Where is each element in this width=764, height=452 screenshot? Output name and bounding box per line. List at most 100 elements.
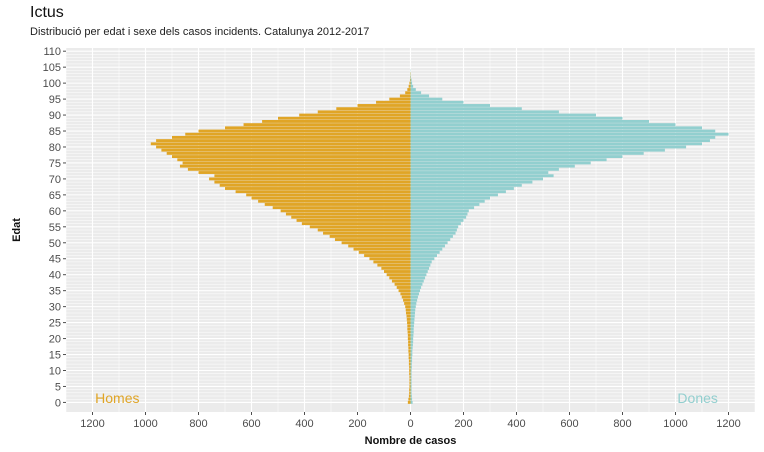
bar-dones: [410, 244, 445, 248]
y-tick-label: 85: [49, 126, 61, 138]
bar-homes: [353, 247, 411, 251]
bar-dones: [410, 385, 412, 388]
bar-dones: [410, 135, 716, 139]
bar-dones: [410, 369, 412, 372]
bar-dones: [410, 400, 413, 404]
bar-dones: [410, 209, 469, 213]
bar-dones: [410, 375, 412, 379]
bar-homes: [407, 337, 411, 340]
bar-homes: [373, 260, 411, 264]
bar-homes: [198, 129, 411, 133]
bar-dones: [410, 295, 418, 299]
y-axis-title: Edat: [11, 218, 23, 242]
bar-homes: [409, 388, 411, 392]
bar-homes: [357, 104, 411, 107]
bar-homes: [156, 145, 411, 149]
bar-dones: [410, 327, 414, 331]
bar-homes: [258, 199, 411, 203]
bar-homes: [161, 148, 411, 152]
bar-dones: [410, 308, 416, 312]
y-tick-label: 75: [49, 158, 61, 170]
bar-homes: [409, 78, 411, 82]
bar-dones: [410, 84, 414, 88]
bar-homes: [407, 330, 411, 334]
bar-homes: [408, 84, 411, 88]
x-tick-label: 800: [189, 418, 207, 430]
bar-homes: [400, 292, 411, 296]
bar-homes: [407, 88, 411, 91]
bar-dones: [410, 330, 414, 334]
bar-dones: [410, 113, 596, 117]
bar-dones: [410, 231, 456, 235]
bar-homes: [172, 135, 411, 139]
bar-dones: [410, 123, 676, 127]
bar-homes: [166, 151, 411, 155]
bar-dones: [410, 378, 412, 382]
bar-dones: [410, 397, 413, 401]
bar-homes: [198, 171, 411, 174]
y-tick-label: 90: [49, 110, 61, 122]
bar-homes: [225, 126, 411, 130]
bar-homes: [394, 282, 411, 286]
bar-homes: [296, 218, 411, 222]
x-tick-label: 1200: [80, 418, 104, 430]
bar-dones: [410, 298, 418, 302]
bars-group: [150, 68, 729, 404]
bar-homes: [301, 222, 411, 226]
y-tick-label: 20: [49, 334, 61, 346]
bar-dones: [410, 333, 414, 337]
bar-homes: [407, 400, 411, 404]
bar-homes: [408, 397, 411, 401]
bar-homes: [214, 180, 411, 184]
bar-dones: [410, 129, 716, 133]
bar-homes: [285, 212, 411, 216]
bar-dones: [410, 225, 459, 229]
bar-homes: [243, 123, 411, 127]
bar-homes: [407, 333, 411, 337]
bar-homes: [409, 372, 411, 376]
bar-homes: [408, 349, 411, 353]
annotation-homes: Homes: [95, 390, 139, 406]
bar-dones: [410, 372, 412, 376]
bar-homes: [405, 308, 411, 312]
chart-title: Ictus: [30, 4, 64, 21]
bar-homes: [336, 107, 411, 111]
bar-homes: [299, 113, 411, 117]
bar-homes: [389, 97, 411, 101]
x-tick-label: 1000: [133, 418, 157, 430]
bar-dones: [410, 362, 412, 366]
bar-homes: [334, 238, 411, 242]
bar-homes: [209, 177, 411, 181]
bar-homes: [348, 244, 411, 248]
bar-dones: [410, 183, 522, 187]
y-tick-label: 10: [49, 365, 61, 377]
x-tick-label: 200: [348, 418, 366, 430]
bar-dones: [410, 148, 665, 152]
bar-dones: [410, 353, 413, 356]
bar-dones: [410, 250, 440, 254]
bar-homes: [405, 305, 411, 309]
bar-homes: [408, 346, 411, 350]
bar-homes: [407, 321, 411, 325]
bar-homes: [401, 295, 411, 299]
bar-homes: [182, 161, 411, 165]
bar-homes: [246, 193, 411, 197]
bar-dones: [410, 161, 591, 165]
bar-dones: [410, 317, 415, 321]
y-tick-label: 5: [55, 381, 61, 393]
x-tick-label: 200: [454, 418, 472, 430]
bar-homes: [251, 196, 411, 200]
bar-dones: [410, 381, 412, 385]
bar-dones: [410, 356, 413, 360]
x-axis-ticks: 1200 1000 800 600 400 200 0 200 400 600 800 1000 120…: [80, 412, 741, 430]
bar-homes: [172, 155, 411, 158]
bar-dones: [410, 75, 412, 79]
bar-homes: [317, 228, 411, 232]
y-tick-label: 30: [49, 302, 61, 314]
bar-dones: [410, 337, 414, 340]
x-tick-label: 0: [407, 418, 413, 430]
bar-homes: [317, 110, 411, 114]
bar-homes: [409, 381, 411, 385]
bar-homes: [381, 266, 411, 270]
